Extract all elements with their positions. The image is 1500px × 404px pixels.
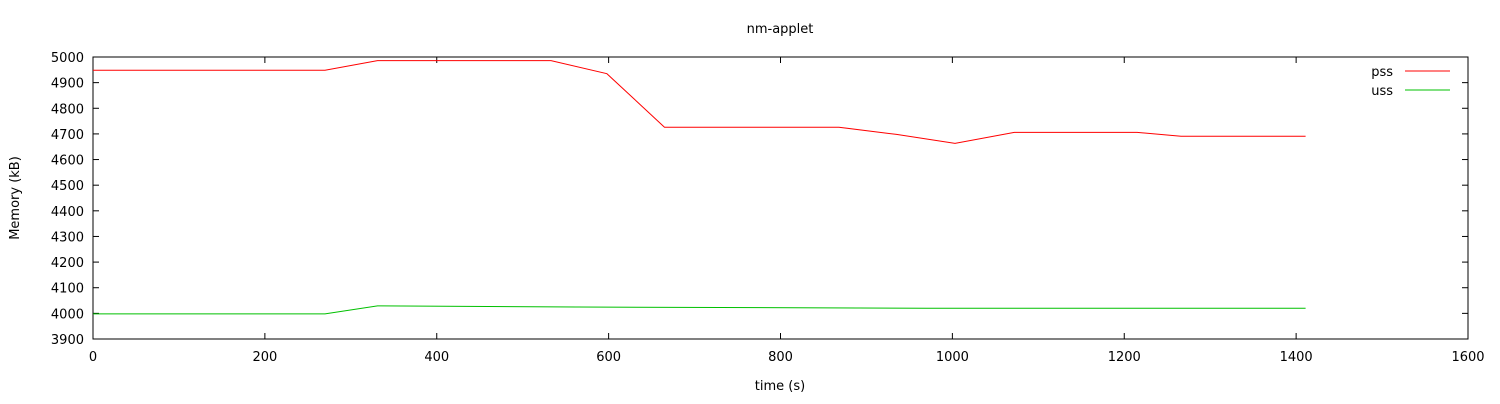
y-tick-label: 4300: [51, 230, 84, 245]
y-tick-label: 4500: [51, 179, 84, 194]
y-axis-label: Memory (kB): [8, 156, 23, 240]
series-line-uss: [93, 305, 1306, 315]
y-tick-label: 3900: [51, 333, 84, 348]
chart-title: nm-applet: [747, 22, 814, 37]
y-tick-label: 4400: [51, 205, 84, 220]
x-tick-label: 1200: [1108, 350, 1141, 365]
x-tick-label: 200: [252, 350, 277, 365]
y-tick-label: 4600: [51, 154, 84, 169]
y-tick-label: 5000: [51, 51, 84, 66]
y-tick-label: 4900: [51, 77, 84, 92]
legend-label-pss: pss: [1371, 65, 1393, 80]
y-tick-label: 4100: [51, 282, 84, 297]
x-tick-label: 0: [89, 350, 97, 365]
plot-frame: [92, 56, 1469, 340]
legend-label-uss: uss: [1371, 84, 1393, 99]
x-tick-label: 400: [424, 350, 449, 365]
x-tick-label: 1600: [1451, 350, 1484, 365]
axis-ticks: 0 200 400 600 800 1000 1200 1400 1600 3900 4000 410…: [51, 51, 1485, 365]
x-tick-label: 600: [596, 350, 621, 365]
y-tick-label: 4700: [51, 128, 84, 143]
x-axis-label: time (s): [755, 379, 805, 394]
x-tick-label: 1000: [936, 350, 969, 365]
y-tick-label: 4200: [51, 256, 84, 271]
x-tick-label: 1400: [1280, 350, 1313, 365]
series-lines: [93, 60, 1306, 315]
x-tick-label: 800: [768, 350, 793, 365]
y-tick-label: 4000: [51, 307, 84, 322]
legend: pss uss: [1371, 65, 1450, 99]
series-line-pss: [93, 60, 1306, 144]
y-tick-label: 4800: [51, 102, 84, 117]
